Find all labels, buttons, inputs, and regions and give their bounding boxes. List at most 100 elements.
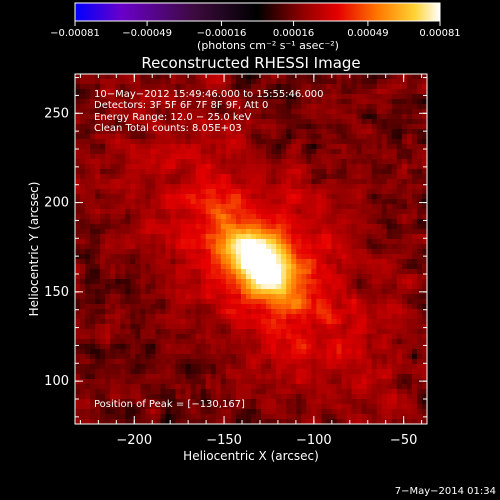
heatmap-cell	[90, 399, 96, 405]
heatmap-cell	[165, 334, 172, 340]
heatmap-cell	[190, 119, 197, 125]
heatmap-cell	[120, 349, 126, 355]
heatmap-cell	[321, 299, 328, 305]
heatmap-cell	[341, 134, 348, 140]
heatmap-cell	[311, 219, 317, 225]
heatmap-cell	[155, 234, 162, 240]
heatmap-cell	[296, 374, 302, 380]
heatmap-cell	[371, 364, 378, 370]
heatmap-cell	[346, 334, 353, 340]
heatmap-cell	[376, 174, 383, 180]
heatmap-cell	[75, 124, 81, 130]
heatmap-cell	[276, 169, 282, 175]
heatmap-cell	[366, 369, 373, 375]
heatmap-cell	[381, 299, 388, 305]
heatmap-cell	[195, 169, 202, 175]
heatmap-cell	[391, 419, 398, 424]
heatmap-cell	[356, 309, 363, 315]
heatmap-cell	[210, 194, 217, 200]
heatmap-cell	[125, 319, 131, 325]
heatmap-cell	[286, 164, 292, 170]
heatmap-cell	[381, 159, 388, 165]
heatmap-cell	[381, 344, 388, 350]
heatmap-cell	[281, 419, 287, 424]
heatmap-cell	[170, 229, 177, 235]
heatmap-cell	[306, 244, 312, 250]
heatmap-cell	[281, 349, 287, 355]
heatmap-cell	[85, 404, 91, 410]
heatmap-cell	[366, 384, 373, 390]
heatmap-cell	[205, 124, 212, 130]
heatmap-cell	[120, 254, 126, 260]
heatmap-cell	[165, 259, 172, 265]
heatmap-cell	[386, 319, 393, 325]
heatmap-cell	[200, 89, 207, 95]
heatmap-cell	[306, 274, 312, 280]
heatmap-cell	[95, 99, 101, 105]
heatmap-cell	[376, 384, 383, 390]
heatmap-cell	[135, 144, 141, 150]
heatmap-cell	[235, 159, 242, 165]
heatmap-cell	[406, 219, 413, 225]
heatmap-cell	[205, 244, 212, 250]
heatmap-cell	[105, 344, 111, 350]
heatmap-cell	[175, 269, 182, 275]
heatmap-cell	[301, 224, 307, 230]
heatmap-cell	[90, 414, 96, 420]
heatmap-cell	[296, 194, 302, 200]
heatmap-cell	[215, 174, 222, 180]
heatmap-cell	[306, 224, 312, 230]
heatmap-cell	[301, 349, 307, 355]
heatmap-cell	[326, 279, 333, 285]
heatmap-cell	[215, 154, 222, 160]
heatmap-cell	[185, 354, 192, 360]
heatmap-cell	[145, 274, 152, 280]
heatmap-cell	[160, 349, 167, 355]
heatmap-cell	[341, 334, 348, 340]
heatmap-cell	[190, 184, 197, 190]
heatmap-cell	[85, 129, 91, 135]
heatmap-cell	[110, 344, 116, 350]
heatmap-cell	[135, 389, 141, 395]
heatmap-cell	[371, 264, 378, 270]
heatmap-cell	[371, 169, 378, 175]
heatmap-cell	[100, 324, 106, 330]
heatmap-cell	[416, 374, 423, 380]
heatmap-cell	[80, 374, 86, 380]
heatmap-cell	[245, 344, 252, 350]
heatmap-cell	[110, 149, 116, 155]
heatmap-cell	[276, 299, 282, 305]
heatmap-cell	[220, 139, 227, 145]
heatmap-cell	[200, 369, 207, 375]
heatmap-cell	[326, 209, 333, 215]
heatmap-cell	[361, 249, 368, 255]
heatmap-cell	[381, 114, 388, 120]
heatmap-cell	[271, 374, 277, 380]
heatmap-cell	[381, 214, 388, 220]
heatmap-cell	[291, 129, 297, 135]
heatmap-cell	[281, 344, 287, 350]
heatmap-cell	[406, 179, 413, 185]
heatmap-cell	[361, 79, 368, 85]
heatmap-cell	[311, 254, 317, 260]
heatmap-cell	[225, 254, 232, 260]
heatmap-cell	[95, 194, 101, 200]
heatmap-cell	[155, 404, 162, 410]
heatmap-cell	[145, 149, 152, 155]
heatmap-cell	[145, 169, 152, 175]
heatmap-cell	[205, 219, 212, 225]
heatmap-cell	[406, 224, 413, 230]
heatmap-cell	[396, 414, 403, 420]
heatmap-cell	[321, 179, 328, 185]
heatmap-cell	[225, 134, 232, 140]
heatmap-cell	[271, 244, 277, 250]
heatmap-cell	[240, 294, 247, 300]
heatmap-cell	[271, 309, 277, 315]
heatmap-cell	[175, 299, 182, 305]
heatmap-cell	[416, 114, 423, 120]
heatmap-cell	[115, 249, 121, 255]
heatmap-cell	[296, 359, 302, 365]
heatmap-cell	[95, 409, 101, 415]
heatmap-cell	[316, 349, 322, 355]
heatmap-cell	[185, 264, 192, 270]
